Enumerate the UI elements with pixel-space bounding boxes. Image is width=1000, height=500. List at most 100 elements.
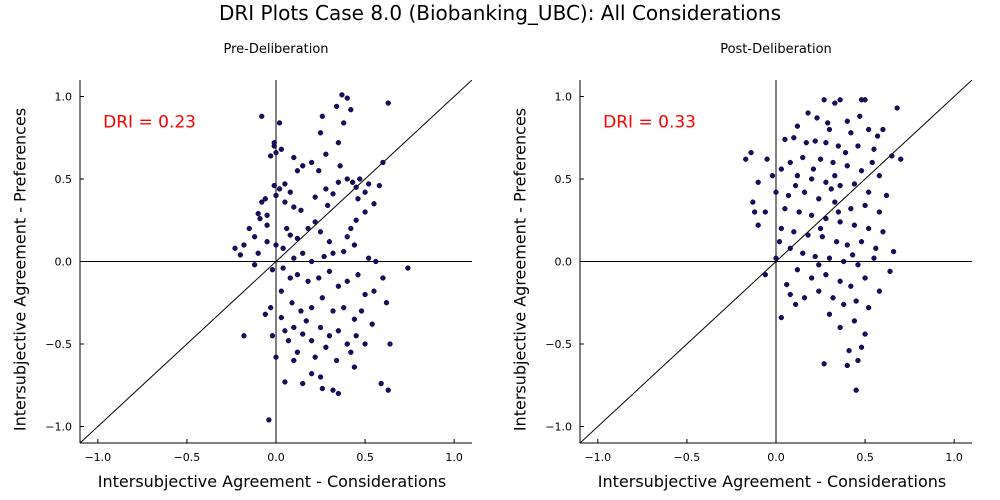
data-point	[251, 262, 258, 268]
data-point	[323, 186, 329, 192]
data-point	[335, 179, 342, 185]
data-point	[855, 357, 861, 364]
data-point	[264, 212, 270, 218]
data-point	[273, 354, 279, 360]
data-point	[823, 215, 829, 222]
data-point	[851, 318, 858, 324]
y-tick-label: 1.0	[55, 91, 73, 104]
data-point	[291, 204, 297, 210]
data-point	[303, 318, 309, 324]
data-point	[792, 182, 799, 189]
data-point	[866, 126, 872, 133]
data-point	[344, 95, 350, 101]
data-point	[273, 192, 279, 199]
data-point	[862, 275, 868, 281]
data-point	[848, 283, 854, 289]
data-point	[817, 225, 824, 232]
data-point	[266, 417, 272, 423]
data-point	[280, 245, 286, 251]
data-point	[858, 168, 865, 174]
data-point	[271, 140, 277, 146]
data-point	[257, 215, 263, 222]
data-point	[341, 120, 347, 126]
data-point	[794, 123, 801, 129]
data-point	[755, 222, 761, 228]
data-point	[851, 181, 858, 187]
y-axis-label: Intersubjective Agreement - Preferences	[11, 108, 30, 431]
data-point	[308, 159, 315, 166]
data-point	[866, 225, 872, 232]
data-point	[369, 321, 375, 327]
data-point	[264, 239, 270, 245]
data-point	[837, 278, 843, 284]
data-point	[871, 255, 877, 261]
data-point	[362, 291, 368, 298]
data-point	[866, 189, 872, 195]
data-point	[330, 308, 336, 314]
data-point	[828, 186, 834, 192]
data-point	[278, 288, 284, 294]
data-point	[366, 181, 372, 187]
data-point	[880, 229, 886, 235]
y-tick-label: 0.0	[55, 256, 73, 269]
data-point	[889, 153, 895, 159]
data-point	[825, 120, 831, 126]
data-point	[887, 268, 893, 275]
data-point	[800, 154, 806, 161]
data-point	[794, 267, 801, 273]
data-point	[810, 166, 817, 172]
data-point	[801, 189, 808, 195]
data-point	[778, 166, 784, 172]
data-point	[385, 387, 391, 393]
data-point	[330, 191, 336, 197]
x-tick-label: 0.0	[267, 451, 285, 464]
data-point	[287, 275, 293, 281]
data-point	[319, 113, 325, 119]
data-point	[866, 305, 872, 311]
data-point	[357, 176, 363, 182]
data-point	[385, 100, 391, 106]
data-point	[269, 267, 276, 273]
data-point	[832, 173, 838, 179]
data-point	[794, 173, 801, 179]
data-point	[883, 192, 890, 199]
data-point	[841, 258, 847, 265]
data-point	[842, 149, 849, 156]
x-tick-label: 0.0	[767, 451, 785, 464]
data-point	[326, 333, 333, 339]
data-point	[869, 159, 875, 166]
data-point	[819, 234, 825, 240]
panel-post-deliberation: −1.0 −0.5 0.0 0.5 1.0 −1.0 −0.5 0.0 0.5 1.0 Post-D…	[511, 42, 972, 491]
data-point	[291, 255, 297, 261]
data-point	[816, 262, 822, 268]
data-point	[330, 387, 336, 393]
data-point	[333, 103, 340, 110]
data-point	[873, 245, 879, 251]
data-point	[319, 295, 325, 301]
x-axis-label: Intersubjective Agreement - Consideratio…	[98, 472, 446, 491]
data-point	[405, 265, 411, 271]
data-point	[294, 272, 301, 278]
data-point	[284, 225, 290, 232]
data-point	[748, 149, 754, 156]
data-point	[344, 278, 350, 284]
data-point	[268, 153, 274, 159]
data-point	[812, 253, 818, 260]
data-point	[251, 234, 258, 240]
data-point	[241, 242, 247, 248]
data-point	[857, 113, 863, 119]
data-point	[317, 130, 324, 136]
data-point	[344, 341, 350, 347]
data-point	[335, 390, 342, 397]
data-point	[792, 301, 799, 308]
x-tick-label: 1.0	[445, 451, 463, 464]
data-point	[348, 225, 354, 232]
data-point	[808, 212, 815, 218]
subplot-title: Post-Deliberation	[720, 42, 832, 57]
data-point	[855, 143, 861, 149]
data-point	[787, 291, 793, 298]
data-point	[308, 338, 315, 344]
data-point	[335, 140, 342, 146]
data-point	[308, 258, 315, 265]
